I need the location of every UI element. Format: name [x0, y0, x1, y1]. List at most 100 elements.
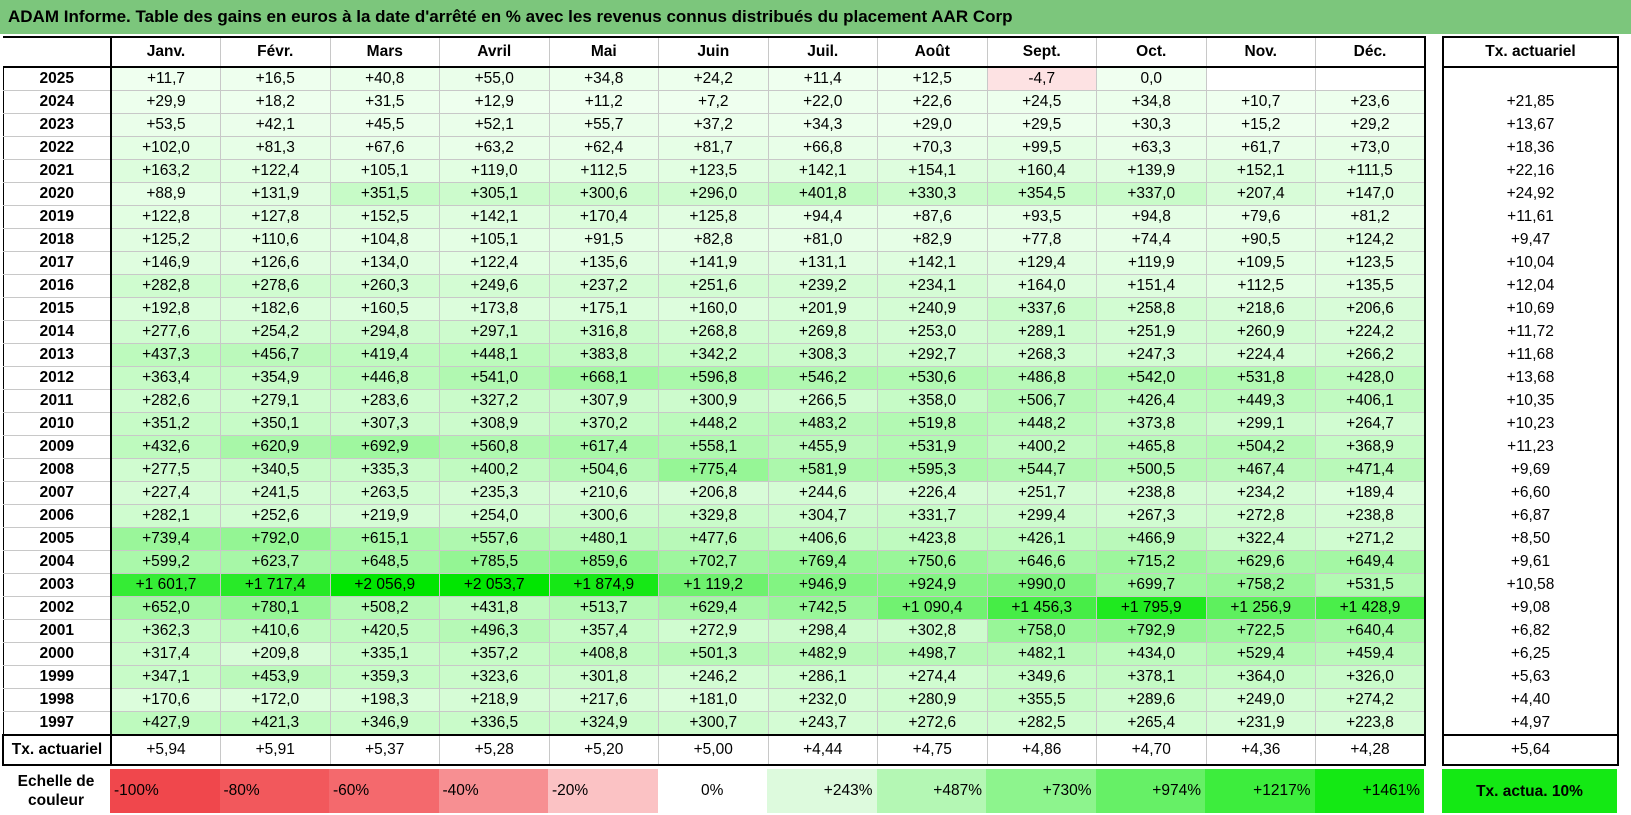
gain-cell: +498,7: [877, 642, 988, 666]
month-header: Juil.: [767, 36, 878, 68]
annual-rate-cell: +11,68: [1442, 343, 1619, 367]
gain-cell: +649,4: [1315, 550, 1426, 574]
gain-cell: +326,0: [1315, 665, 1426, 689]
gain-cell: +421,3: [220, 711, 331, 736]
gain-cell: +629,6: [1205, 550, 1316, 574]
gain-cell: +226,4: [877, 481, 988, 505]
gain-cell: +426,4: [1096, 389, 1207, 413]
gain-cell: +277,5: [110, 458, 221, 482]
table-row: 2021 +163,2 +122,4 +105,1 +119,0 +112,5 +123,5…: [2, 159, 1619, 183]
legend-step: +730%: [986, 769, 1096, 813]
gain-cell: +640,4: [1315, 619, 1426, 643]
gain-cell: +337,0: [1096, 182, 1207, 206]
gain-cell: +513,7: [548, 596, 659, 620]
gain-cell: +34,8: [1096, 90, 1207, 114]
gain-cell: +192,8: [110, 297, 221, 321]
gain-cell: +122,8: [110, 205, 221, 229]
gain-cell: +758,2: [1205, 573, 1316, 597]
monthly-rate-cell: +5,00: [658, 734, 769, 766]
table-row: 2015 +192,8 +182,6 +160,5 +173,8 +175,1 +160,0…: [2, 297, 1619, 321]
gain-cell: +307,9: [548, 389, 659, 413]
gain-cell: +123,5: [1315, 251, 1426, 275]
column-gap: [1425, 412, 1443, 436]
gain-cell: +154,1: [877, 159, 988, 183]
gain-cell: +247,3: [1096, 343, 1207, 367]
gain-cell: +990,0: [986, 573, 1097, 597]
gain-cell: +1 874,9: [548, 573, 659, 597]
gain-cell: +448,1: [439, 343, 550, 367]
table-row: 1999 +347,1 +453,9 +359,3 +323,6 +301,8 +246,2…: [2, 665, 1619, 689]
gain-cell: +400,2: [439, 458, 550, 482]
gain-cell: +272,8: [1205, 504, 1316, 528]
gain-cell: +170,4: [548, 205, 659, 229]
year-label: 1997: [2, 711, 112, 736]
gain-cell: +99,5: [986, 136, 1097, 160]
gain-cell: +775,4: [658, 458, 769, 482]
gain-cell: +267,3: [1096, 504, 1207, 528]
color-scale-legend: Echelle de couleur -100% -80% -60% -40% -20% 0…: [2, 769, 1617, 813]
column-gap: [1425, 228, 1443, 252]
gain-cell: +152,1: [1205, 159, 1316, 183]
gain-cell: +61,7: [1205, 136, 1316, 160]
gain-cell: +355,5: [986, 688, 1097, 712]
table-row: 2025 +11,7 +16,5 +40,8 +55,0 +34,8 +24,2 +11,4 +…: [2, 66, 1619, 91]
gain-cell: +599,2: [110, 550, 221, 574]
gain-cell: +346,9: [329, 711, 440, 736]
annual-rate-cell: +9,61: [1442, 550, 1619, 574]
monthly-rate-cell: +5,91: [220, 734, 331, 766]
gain-cell: +278,6: [220, 274, 331, 298]
gain-cell: +2 056,9: [329, 573, 440, 597]
gain-cell: +272,9: [658, 619, 769, 643]
year-label: 2014: [2, 320, 112, 344]
column-gap: [1425, 320, 1443, 344]
table-row: 2023 +53,5 +42,1 +45,5 +52,1 +55,7 +37,2 +34,3 +…: [2, 113, 1619, 137]
gain-cell: +53,5: [110, 113, 221, 137]
gain-cell: +465,8: [1096, 435, 1207, 459]
gain-cell: +646,6: [986, 550, 1097, 574]
year-label: 2000: [2, 642, 112, 666]
gain-cell: +370,2: [548, 412, 659, 436]
gain-cell: +335,3: [329, 458, 440, 482]
gain-cell: +722,5: [1205, 619, 1316, 643]
gain-cell: +66,8: [767, 136, 878, 160]
gain-cell: +29,2: [1315, 113, 1426, 137]
month-header: Janv.: [110, 36, 221, 68]
gain-cell: +322,4: [1205, 527, 1316, 551]
gain-cell: +164,0: [986, 274, 1097, 298]
gain-cell: +300,6: [548, 504, 659, 528]
gain-cell: +530,6: [877, 366, 988, 390]
gain-cell: +63,2: [439, 136, 550, 160]
gain-cell: +274,2: [1315, 688, 1426, 712]
gain-cell: +125,2: [110, 228, 221, 252]
gain-cell: +52,1: [439, 113, 550, 137]
gain-cell: +110,6: [220, 228, 331, 252]
gain-cell: +308,3: [767, 343, 878, 367]
gain-cell: +280,9: [877, 688, 988, 712]
gain-cell: +354,5: [986, 182, 1097, 206]
monthly-rate-cell: +5,20: [548, 734, 659, 766]
year-label: 2023: [2, 113, 112, 137]
gain-cell: +126,6: [220, 251, 331, 275]
table-row: 2013 +437,3 +456,7 +419,4 +448,1 +383,8 +342,2…: [2, 343, 1619, 367]
gain-cell: +22,0: [767, 90, 878, 114]
year-label: 2005: [2, 527, 112, 551]
year-label: 2019: [2, 205, 112, 229]
gain-cell: +246,2: [658, 665, 769, 689]
gain-cell: +218,9: [439, 688, 550, 712]
year-label: 2015: [2, 297, 112, 321]
gain-cell: +420,5: [329, 619, 440, 643]
gain-cell: +251,6: [658, 274, 769, 298]
gain-cell: +446,8: [329, 366, 440, 390]
table-row: 2001 +362,3 +410,6 +420,5 +496,3 +357,4 +272,9…: [2, 619, 1619, 643]
legend-step: -20%: [548, 769, 658, 813]
year-label: 1999: [2, 665, 112, 689]
gain-cell: +279,1: [220, 389, 331, 413]
gain-cell: +739,4: [110, 527, 221, 551]
header-corner: [3, 36, 111, 68]
monthly-rate-cell: +4,28: [1315, 734, 1426, 766]
year-label: 2022: [2, 136, 112, 160]
gain-cell: +70,3: [877, 136, 988, 160]
gain-cell: +217,6: [548, 688, 659, 712]
year-label: 2003: [2, 573, 112, 597]
gain-cell: +358,0: [877, 389, 988, 413]
